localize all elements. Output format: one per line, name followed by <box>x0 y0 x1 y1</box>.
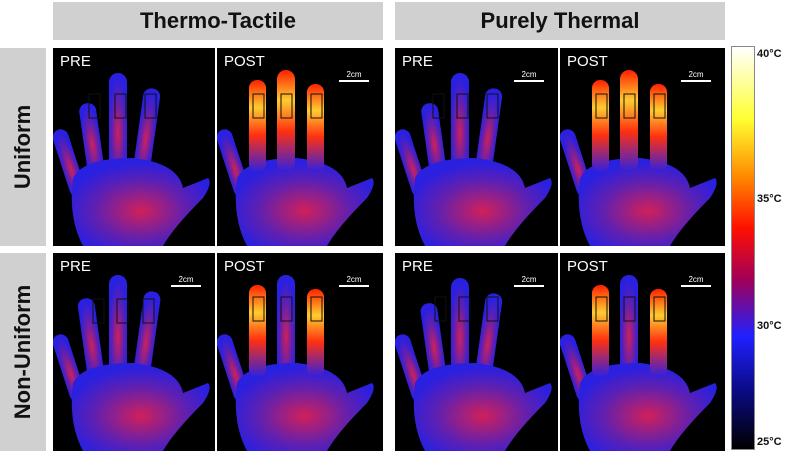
panel-divider <box>558 253 560 451</box>
colorbar-tick-30: 30°C <box>757 320 782 332</box>
column-header-purely-thermal: Purely Thermal <box>395 2 725 40</box>
row-header-non-uniform: Non-Uniform <box>0 253 46 451</box>
panel-nonuniform-thermal-post: POST 2cm <box>560 253 725 451</box>
scale-bar-label: 2cm <box>688 275 704 284</box>
panel-uniform-thermotactile-post: POST 2cm <box>217 48 383 246</box>
scale-bar-label: 2cm <box>521 70 537 79</box>
colorbar-tick-25: 25°C <box>757 436 782 448</box>
hand-thermal-image <box>560 70 717 246</box>
panel-nonuniform-thermal-pre: PRE 2cm <box>395 253 558 451</box>
pre-label: PRE <box>60 53 91 70</box>
scale-bar: 2cm <box>681 275 711 287</box>
scale-bar-label: 2cm <box>346 275 362 284</box>
pre-label: PRE <box>60 258 91 275</box>
pre-label: PRE <box>402 258 433 275</box>
scale-bar: 2cm <box>339 70 369 82</box>
panel-divider <box>558 48 560 246</box>
hand-thermal-image <box>217 70 374 246</box>
pre-label: PRE <box>402 53 433 70</box>
panel-nonuniform-thermotactile-pre: PRE 2cm <box>53 253 215 451</box>
row-header-non-uniform-label: Non-Uniform <box>10 284 36 420</box>
hand-thermal-image <box>560 275 717 451</box>
scale-bar: 2cm <box>514 70 544 82</box>
post-label: POST <box>224 53 265 70</box>
scale-bar: 2cm <box>681 70 711 82</box>
colorbar-tick-35: 35°C <box>757 193 782 205</box>
hand-thermal-image <box>53 275 210 451</box>
scale-bar-label: 2cm <box>346 70 362 79</box>
scale-bar-label: 2cm <box>688 70 704 79</box>
hand-thermal-image <box>217 275 374 451</box>
panel-uniform-thermal-post: POST 2cm <box>560 48 725 246</box>
scale-bar: 2cm <box>171 275 201 287</box>
scale-bar-label: 2cm <box>178 275 194 284</box>
hand-thermal-image <box>53 73 210 246</box>
post-label: POST <box>567 258 608 275</box>
panel-uniform-thermotactile-pre: PRE <box>53 48 215 246</box>
row-header-uniform-label: Uniform <box>10 104 36 190</box>
panel-divider <box>215 48 217 246</box>
temperature-colorbar <box>731 46 755 450</box>
scale-bar: 2cm <box>514 275 544 287</box>
post-label: POST <box>567 53 608 70</box>
hand-thermal-image <box>395 278 552 451</box>
panel-nonuniform-thermotactile-post: POST 2cm <box>217 253 383 451</box>
panel-uniform-thermal-pre: PRE 2cm <box>395 48 558 246</box>
hand-thermal-image <box>395 73 552 246</box>
column-header-thermo-tactile: Thermo-Tactile <box>53 2 383 40</box>
post-label: POST <box>224 258 265 275</box>
row-header-uniform: Uniform <box>0 48 46 246</box>
scale-bar-label: 2cm <box>521 275 537 284</box>
scale-bar: 2cm <box>339 275 369 287</box>
panel-divider <box>215 253 217 451</box>
colorbar-tick-40: 40°C <box>757 48 782 60</box>
